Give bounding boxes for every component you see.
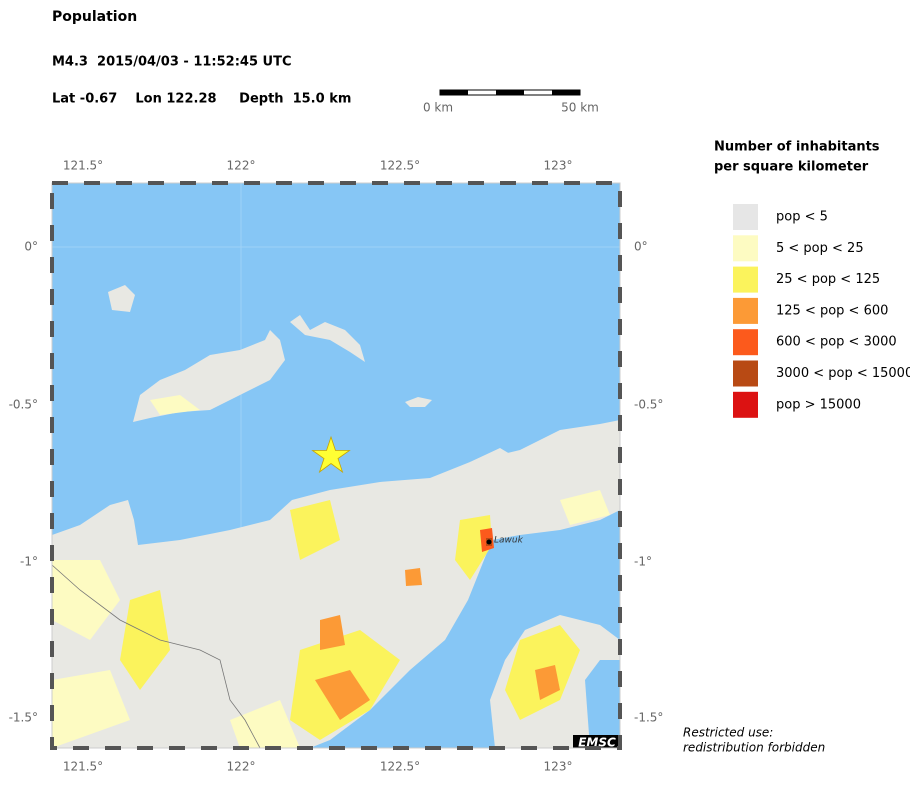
legend-label: 25 < pop < 125 bbox=[776, 272, 880, 287]
density-patches bbox=[52, 395, 610, 748]
legend-swatch bbox=[733, 360, 758, 387]
lon-label: 123° bbox=[544, 760, 573, 774]
legend-label: 125 < pop < 600 bbox=[776, 303, 888, 318]
lat-label: -1.5° bbox=[9, 711, 38, 725]
lat-label: -1° bbox=[20, 555, 38, 569]
legend-swatch bbox=[733, 391, 758, 418]
legend-swatch bbox=[733, 329, 758, 356]
legend-label: 600 < pop < 3000 bbox=[776, 335, 897, 350]
legend: Number of inhabitants per square kilomet… bbox=[714, 140, 910, 418]
lon-label: 121.5° bbox=[63, 159, 103, 173]
location: Lat -0.67 Lon 122.28 Depth 15.0 km bbox=[52, 92, 351, 107]
lat-label: 0° bbox=[634, 240, 648, 254]
legend-title: per square kilometer bbox=[714, 160, 869, 175]
legend-label: 5 < pop < 25 bbox=[776, 241, 864, 256]
lon-label: 122.5° bbox=[380, 159, 420, 173]
scale-label: 50 km bbox=[561, 101, 599, 115]
lon-label: 122° bbox=[227, 159, 256, 173]
legend-swatch bbox=[733, 204, 758, 230]
legend-swatch bbox=[733, 266, 758, 293]
lon-label: 122.5° bbox=[380, 760, 420, 774]
map: Lawuk EMSC bbox=[50, 181, 622, 750]
lon-label: 121.5° bbox=[63, 760, 103, 774]
event: M4.3 2015/04/03 - 11:52:45 UTC bbox=[52, 55, 291, 70]
legend-swatch bbox=[733, 297, 758, 324]
legend-label: pop > 15000 bbox=[776, 397, 861, 412]
graticule-labels: 121.5° 121.5° 122° 122° 122.5° 122.5° 123° 123°… bbox=[9, 159, 664, 774]
legend-label: pop < 5 bbox=[776, 210, 828, 225]
lat-label: -0.5° bbox=[634, 398, 663, 412]
lat-label: -1.5° bbox=[634, 711, 663, 725]
epicenter bbox=[311, 435, 351, 474]
lat-label: 0° bbox=[24, 240, 38, 254]
lat-label: -1° bbox=[634, 555, 652, 569]
lon-label: 122° bbox=[227, 760, 256, 774]
credit: EMSC bbox=[578, 736, 616, 750]
legend-title: Number of inhabitants bbox=[714, 140, 880, 155]
lat-label: -0.5° bbox=[9, 398, 38, 412]
scale-label: 0 km bbox=[423, 101, 453, 115]
lon-label: 123° bbox=[544, 159, 573, 173]
legend-swatch bbox=[733, 235, 758, 262]
legend-label: 3000 < pop < 15000 bbox=[776, 366, 910, 381]
notice: redistribution forbidden bbox=[683, 741, 825, 755]
scale-bar: 0 km 50 km bbox=[423, 89, 599, 115]
notice: Restricted use: bbox=[683, 726, 773, 740]
title: Population bbox=[52, 9, 137, 25]
place-label: Lawuk bbox=[494, 536, 524, 546]
